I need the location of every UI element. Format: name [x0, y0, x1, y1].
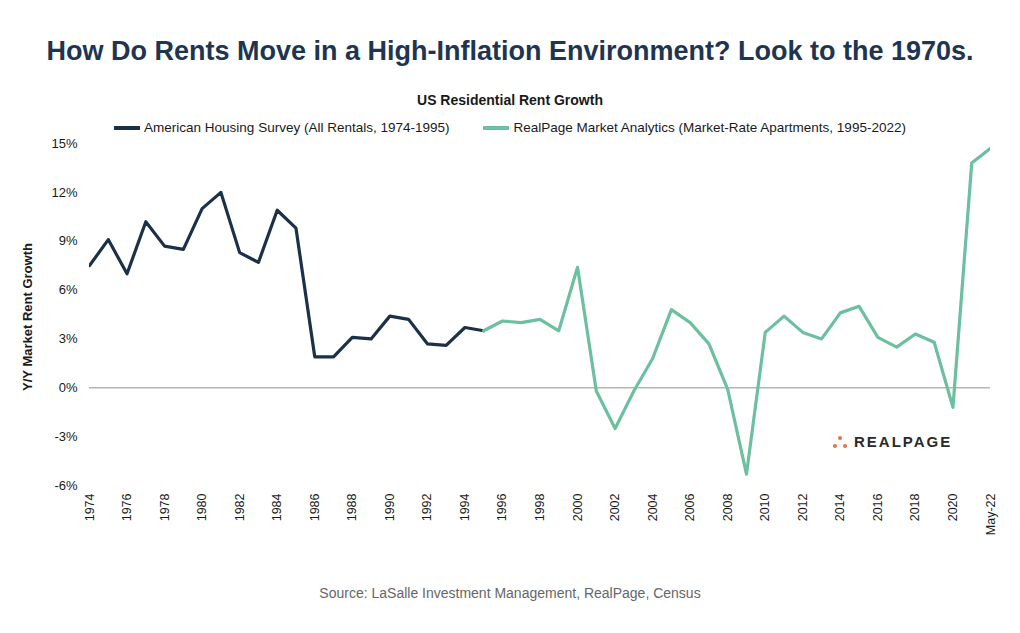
- svg-text:0%: 0%: [59, 380, 78, 395]
- svg-text:-6%: -6%: [54, 478, 78, 493]
- svg-text:12%: 12%: [51, 185, 77, 200]
- html-text:REALPAGE: REALPAGE: [854, 433, 953, 450]
- svg-text:2008: 2008: [721, 493, 735, 521]
- svg-text:1976: 1976: [120, 493, 134, 521]
- svg-text:2010: 2010: [758, 493, 772, 521]
- svg-text:1988: 1988: [345, 493, 359, 521]
- svg-text:3%: 3%: [59, 331, 78, 346]
- svg-text:-3%: -3%: [54, 429, 78, 444]
- svg-text:1996: 1996: [495, 493, 509, 521]
- svg-text:1994: 1994: [458, 493, 472, 521]
- html-text:Source: LaSalle Investment Man: Source: LaSalle Investment Management, R…: [319, 585, 701, 601]
- svg-text:15%: 15%: [51, 136, 77, 151]
- html-text:Y/Y Market Rent Growth: Y/Y Market Rent Growth: [19, 243, 35, 391]
- svg-text:2018: 2018: [908, 493, 922, 521]
- svg-text:1982: 1982: [233, 493, 247, 521]
- svg-text:May-22: May-22: [984, 493, 998, 535]
- html-text:US Residential Rent Growth: US Residential Rent Growth: [417, 92, 603, 108]
- svg-text:1974: 1974: [83, 493, 97, 521]
- html-text:How Do Rents Move in a High-In: How Do Rents Move in a High-Inflation En…: [46, 36, 974, 66]
- svg-text:1998: 1998: [533, 493, 547, 521]
- svg-text:2000: 2000: [571, 493, 585, 521]
- svg-text:2012: 2012: [796, 493, 810, 521]
- svg-text:1990: 1990: [383, 493, 397, 521]
- svg-text:6%: 6%: [59, 282, 78, 297]
- svg-text:2020: 2020: [946, 493, 960, 521]
- svg-text:1978: 1978: [158, 493, 172, 521]
- svg-text:1986: 1986: [308, 493, 322, 521]
- svg-text:2004: 2004: [646, 493, 660, 521]
- svg-text:1980: 1980: [195, 493, 209, 521]
- svg-text:1992: 1992: [420, 493, 434, 521]
- svg-text:2014: 2014: [833, 493, 847, 521]
- svg-text:2006: 2006: [683, 493, 697, 521]
- html-text:American Housing Survey (All R: American Housing Survey (All Rentals, 19…: [144, 120, 450, 135]
- svg-text:9%: 9%: [59, 233, 78, 248]
- svg-text:2016: 2016: [871, 493, 885, 521]
- svg-text:1984: 1984: [270, 493, 284, 521]
- svg-text:2002: 2002: [608, 493, 622, 521]
- html-text:RealPage Market Analytics (Mar: RealPage Market Analytics (Market-Rate A…: [513, 120, 906, 135]
